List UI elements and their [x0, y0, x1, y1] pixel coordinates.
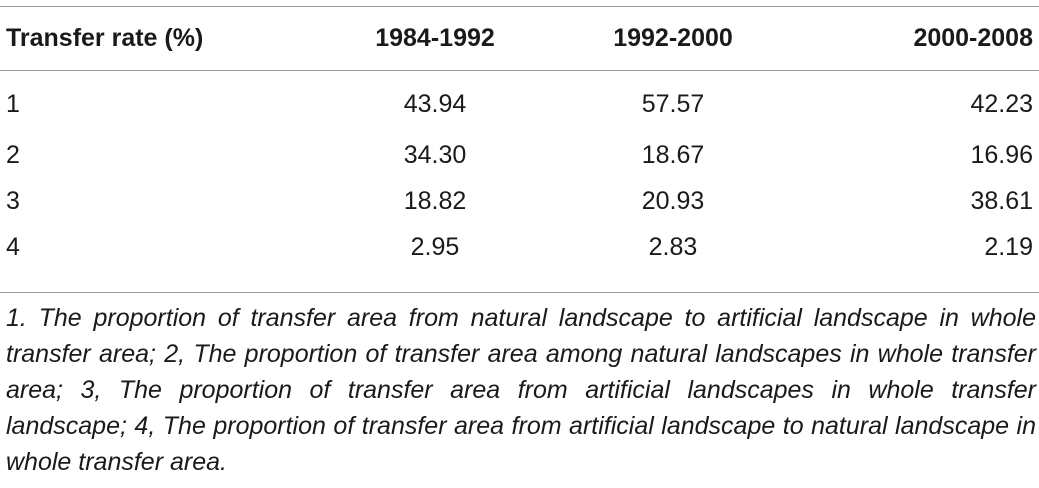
row-label: 4: [6, 232, 20, 261]
table-header-row: Transfer rate (%) 1984-1992 1992-2000 20…: [0, 6, 1039, 70]
table-cell: 20.93: [641, 186, 705, 215]
table-row: 2 34.30 18.67 16.96: [0, 132, 1039, 178]
column-header-1992-2000: 1992-2000: [613, 23, 733, 52]
table-cell: 34.30: [403, 140, 467, 169]
column-header-1984-1992: 1984-1992: [375, 23, 495, 52]
table-bottom-rule: [0, 292, 1039, 293]
table-footnote: 1. The proportion of transfer area from …: [6, 304, 1036, 476]
table-header-rule: [0, 70, 1039, 71]
column-header-transfer-rate: Transfer rate (%): [6, 23, 204, 52]
table-row: 3 18.82 20.93 38.61: [0, 178, 1039, 224]
table-cell: 2.95: [410, 232, 460, 261]
transfer-rate-table: Transfer rate (%) 1984-1992 1992-2000 20…: [0, 6, 1039, 270]
table-cell: 38.61: [970, 186, 1033, 215]
table-cell: 18.67: [641, 140, 705, 169]
column-header-2000-2008: 2000-2008: [913, 23, 1033, 52]
table-cell: 18.82: [403, 186, 467, 215]
table-cell: 2.19: [984, 232, 1033, 261]
row-label: 1: [6, 89, 20, 118]
table-row: 4 2.95 2.83 2.19: [0, 224, 1039, 270]
row-label: 3: [6, 186, 20, 215]
table-cell: 42.23: [970, 89, 1033, 118]
table-cell: 43.94: [403, 89, 467, 118]
row-label: 2: [6, 140, 20, 169]
table-cell: 2.83: [648, 232, 698, 261]
table-cell: 57.57: [641, 89, 705, 118]
table-cell: 16.96: [970, 140, 1033, 169]
table-top-rule: [0, 6, 1039, 7]
table-row: 1 43.94 57.57 42.23: [0, 70, 1039, 132]
